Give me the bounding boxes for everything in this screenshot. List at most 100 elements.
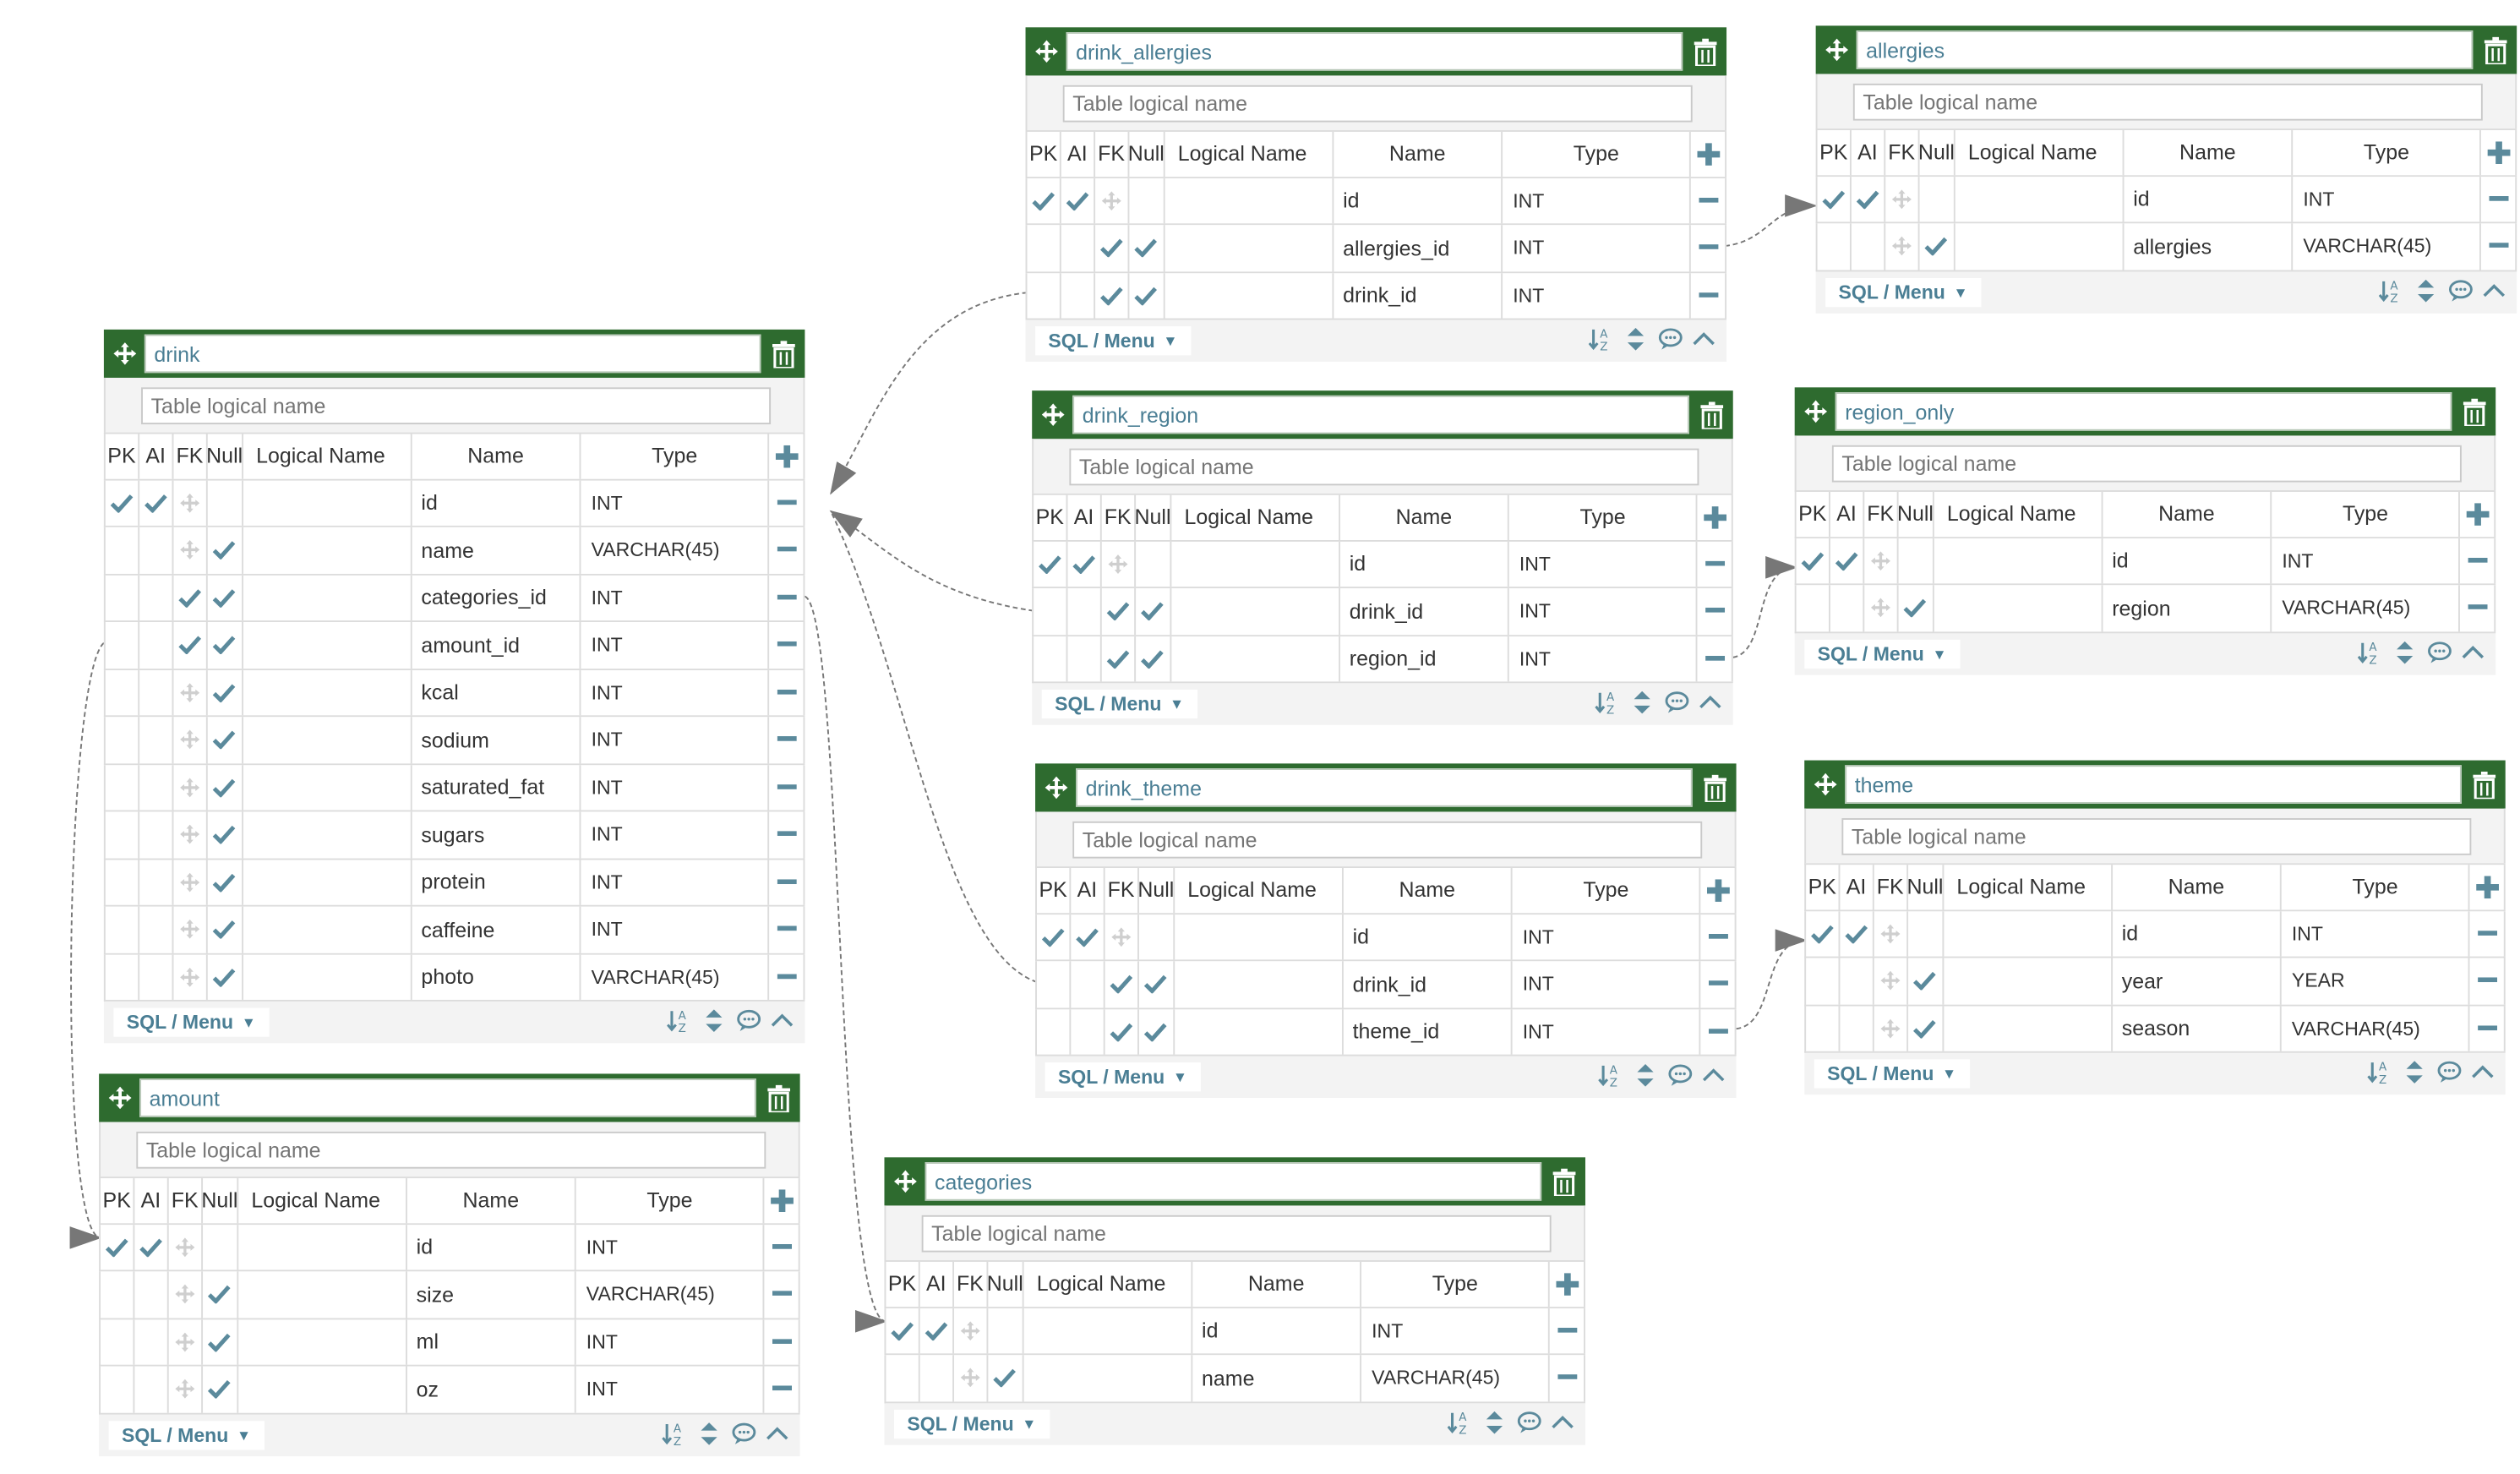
remove-column-icon[interactable] [1550, 1355, 1586, 1401]
column-logical-name[interactable] [243, 859, 412, 905]
column-name[interactable]: name [412, 527, 582, 574]
reorder-icon[interactable] [2392, 639, 2418, 664]
ai-toggle[interactable] [1071, 914, 1105, 960]
remove-column-icon[interactable] [1700, 961, 1737, 1007]
delete-table-icon[interactable] [2479, 30, 2512, 69]
null-toggle[interactable] [203, 1366, 238, 1412]
pk-toggle[interactable] [1806, 1005, 1841, 1051]
fk-link-icon[interactable] [1105, 914, 1139, 960]
column-logical-name[interactable] [243, 811, 412, 858]
pk-toggle[interactable] [106, 859, 140, 905]
fk-check-icon[interactable] [173, 574, 208, 621]
column-type[interactable]: INT [581, 669, 770, 716]
pk-toggle[interactable] [1034, 636, 1068, 682]
column-name[interactable]: region_id [1339, 636, 1510, 682]
table-name-input[interactable] [139, 1078, 756, 1117]
sql-menu-button[interactable]: SQL / Menu ▼ [1041, 689, 1197, 719]
sql-menu-button[interactable]: SQL / Menu ▼ [1814, 1059, 1970, 1089]
ai-toggle[interactable] [1840, 1005, 1874, 1051]
column-logical-name[interactable] [1944, 958, 2113, 1004]
column-type[interactable]: VARCHAR(45) [2282, 1005, 2470, 1051]
fk-check-icon[interactable] [1105, 1008, 1139, 1055]
table-name-input[interactable] [1835, 392, 2452, 431]
pk-toggle[interactable] [1027, 272, 1061, 319]
column-type[interactable]: INT [1513, 1008, 1701, 1055]
remove-column-icon[interactable] [769, 811, 805, 858]
null-toggle[interactable] [1898, 585, 1934, 631]
null-toggle[interactable] [203, 1224, 238, 1270]
column-type[interactable]: INT [581, 764, 770, 811]
column-name[interactable]: sodium [412, 717, 582, 763]
ai-toggle[interactable] [1067, 540, 1102, 587]
column-name[interactable]: amount_id [412, 622, 582, 669]
ai-toggle[interactable] [139, 479, 174, 526]
null-toggle[interactable] [208, 953, 243, 1000]
ai-toggle[interactable] [139, 574, 174, 621]
column-name[interactable]: id [2103, 538, 2272, 584]
column-logical-name[interactable] [243, 764, 412, 811]
ai-toggle[interactable] [134, 1224, 169, 1270]
column-name[interactable]: theme_id [1343, 1008, 1514, 1055]
ai-toggle[interactable] [139, 669, 174, 716]
pk-toggle[interactable] [1797, 538, 1830, 584]
fk-link-icon[interactable] [1864, 585, 1899, 631]
ai-toggle[interactable] [1071, 1008, 1105, 1055]
pk-toggle[interactable] [106, 906, 140, 953]
add-column-icon[interactable] [769, 434, 805, 478]
column-logical-name[interactable] [243, 669, 412, 716]
ai-toggle[interactable] [1852, 176, 1886, 222]
pk-toggle[interactable] [106, 574, 140, 621]
column-type[interactable]: VARCHAR(45) [576, 1271, 765, 1318]
collapse-icon[interactable] [1550, 1409, 1576, 1434]
move-icon[interactable] [1820, 30, 1852, 69]
null-toggle[interactable] [1919, 176, 1955, 222]
column-name[interactable]: allergies_id [1334, 225, 1503, 271]
comment-icon[interactable] [1666, 1062, 1693, 1088]
column-type[interactable]: INT [576, 1318, 765, 1365]
comment-icon[interactable] [730, 1420, 756, 1445]
column-logical-name[interactable] [243, 527, 412, 574]
remove-column-icon[interactable] [2460, 585, 2496, 631]
column-type[interactable]: INT [581, 717, 770, 763]
column-type[interactable]: INT [576, 1366, 765, 1412]
table-name-input[interactable] [144, 334, 761, 374]
null-toggle[interactable] [208, 574, 243, 621]
ai-toggle[interactable] [1067, 636, 1102, 682]
delete-table-icon[interactable] [1548, 1162, 1580, 1201]
add-column-icon[interactable] [765, 1178, 800, 1223]
ai-toggle[interactable] [920, 1307, 954, 1354]
null-toggle[interactable] [1139, 1008, 1175, 1055]
add-column-icon[interactable] [2460, 491, 2496, 537]
pk-toggle[interactable] [106, 953, 140, 1000]
sql-menu-button[interactable]: SQL / Menu ▼ [1035, 326, 1191, 356]
pk-toggle[interactable] [1037, 914, 1072, 960]
fk-link-icon[interactable] [1885, 176, 1920, 222]
column-name[interactable]: drink_id [1334, 272, 1503, 319]
pk-toggle[interactable] [101, 1318, 135, 1365]
null-toggle[interactable] [1908, 958, 1944, 1004]
collapse-icon[interactable] [1697, 690, 1723, 715]
null-toggle[interactable] [1908, 1005, 1944, 1051]
column-name[interactable]: id [2112, 910, 2283, 957]
pk-toggle[interactable] [1818, 223, 1852, 270]
remove-column-icon[interactable] [2481, 176, 2517, 222]
remove-column-icon[interactable] [2460, 538, 2496, 584]
table-logical-name-input[interactable] [1069, 447, 1699, 485]
pk-toggle[interactable] [106, 479, 140, 526]
ai-toggle[interactable] [1852, 223, 1886, 270]
null-toggle[interactable] [1908, 910, 1944, 957]
pk-toggle[interactable] [106, 669, 140, 716]
collapse-icon[interactable] [2460, 639, 2486, 664]
null-toggle[interactable] [1898, 538, 1934, 584]
column-type[interactable]: INT [1509, 636, 1698, 682]
sql-menu-button[interactable]: SQL / Menu ▼ [1804, 638, 1961, 669]
move-icon[interactable] [109, 335, 141, 374]
remove-column-icon[interactable] [2481, 223, 2517, 270]
pk-toggle[interactable] [1797, 585, 1830, 631]
fk-check-icon[interactable] [1102, 588, 1136, 635]
column-logical-name[interactable] [243, 622, 412, 669]
column-logical-name[interactable] [1023, 1307, 1192, 1354]
